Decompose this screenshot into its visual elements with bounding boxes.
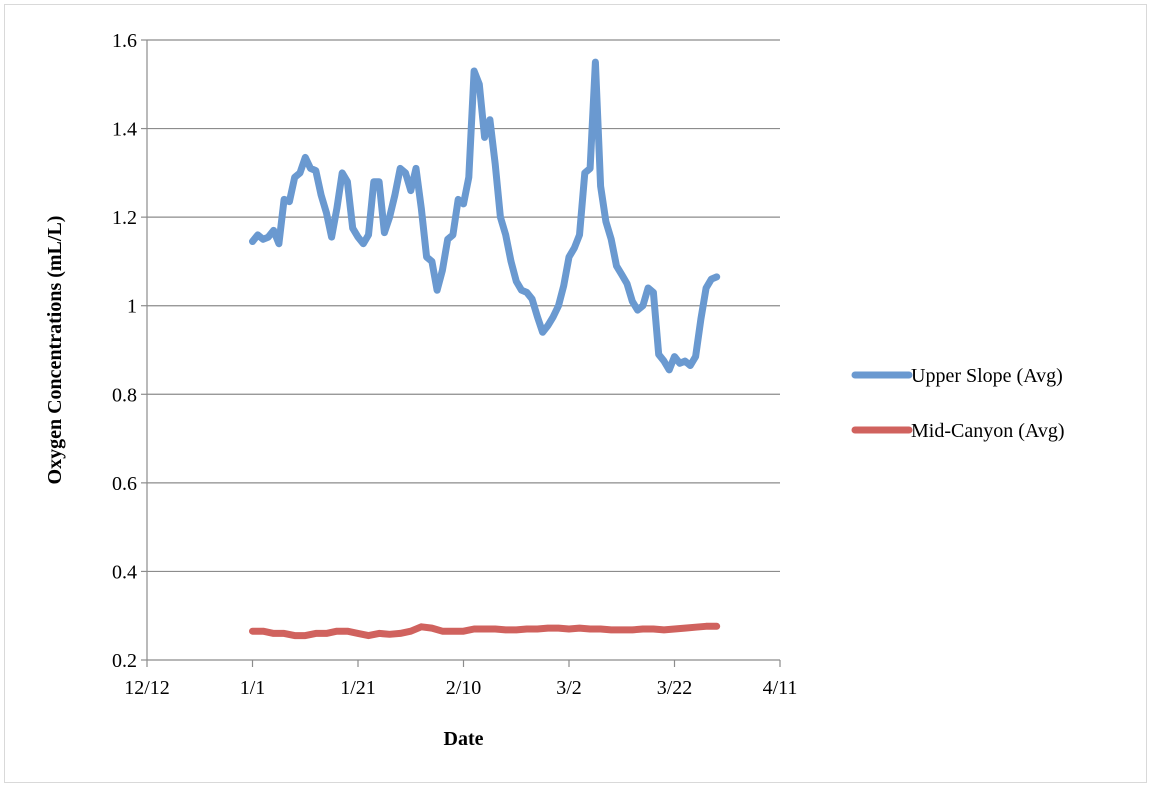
legend[interactable]: Upper Slope (Avg) Mid-Canyon (Avg) (851, 365, 1065, 442)
y-tick-label: 1.4 (112, 119, 137, 141)
legend-label-mid-canyon: Mid-Canyon (Avg) (911, 420, 1065, 442)
y-tick-label: 1.6 (112, 30, 137, 52)
x-tick-label: 1/1 (240, 677, 266, 699)
y-tick-label: 0.2 (112, 650, 137, 672)
series-line-mid-canyon (249, 622, 721, 640)
x-tick-label: 3/22 (657, 677, 693, 699)
x-tick-label: 1/21 (340, 677, 376, 699)
axes (141, 39, 781, 667)
legend-item-upper-slope[interactable]: Upper Slope (Avg) (851, 365, 1063, 387)
gridlines (147, 39, 780, 573)
series-line-upper-slope (249, 58, 721, 374)
x-axis-title: Date (444, 728, 484, 750)
x-tick-label: 12/12 (124, 677, 170, 699)
chart-container: 0.2 0.4 0.6 0.8 1 1.2 1.4 1.6 12/12 1/1 1/21 2/10 3… (4, 4, 1147, 783)
y-axis-title: Oxygen Concentrations (mL/L) (44, 216, 66, 485)
y-tick-label: 0.6 (112, 473, 137, 495)
y-tick-label: 1.2 (112, 207, 137, 229)
series-lines (249, 58, 721, 640)
y-tick-label: 0.8 (112, 384, 137, 406)
y-tick-label: 1 (127, 296, 137, 318)
legend-label-upper-slope: Upper Slope (Avg) (911, 365, 1063, 387)
x-axis-tick-labels: 12/12 1/1 1/21 2/10 3/2 3/22 4/11 (124, 677, 797, 699)
x-tick-label: 4/11 (763, 677, 798, 699)
legend-item-mid-canyon[interactable]: Mid-Canyon (Avg) (851, 420, 1065, 442)
line-chart: 0.2 0.4 0.6 0.8 1 1.2 1.4 1.6 12/12 1/1 1/21 2/10 3… (44, 30, 1065, 750)
y-axis-tick-labels: 0.2 0.4 0.6 0.8 1 1.2 1.4 1.6 (112, 30, 137, 672)
x-tick-label: 2/10 (446, 677, 482, 699)
y-tick-label: 0.4 (112, 561, 137, 583)
x-tick-label: 3/2 (556, 677, 582, 699)
